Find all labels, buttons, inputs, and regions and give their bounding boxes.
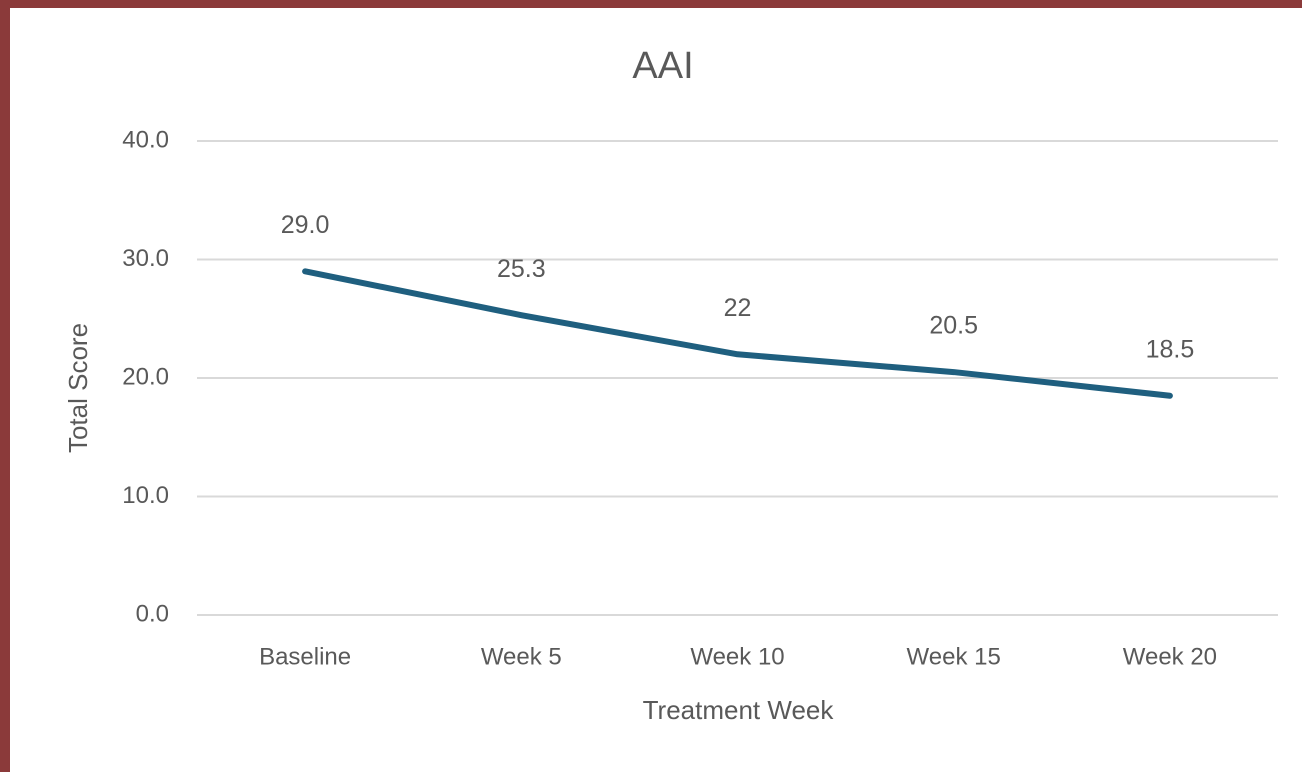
- data-label: 22: [724, 294, 752, 322]
- chart-title: AAI: [632, 45, 693, 87]
- x-tick-label: Week 20: [1123, 643, 1217, 670]
- x-tick-label: Baseline: [259, 643, 351, 670]
- data-label: 25.3: [497, 255, 546, 283]
- chart: AAI Treatment Week Total Score 0.0 10.0 20…: [10, 8, 1302, 772]
- data-label: 29.0: [281, 211, 330, 239]
- line: [302, 268, 1173, 399]
- y-tick-label: 30.0: [122, 245, 169, 272]
- x-tick-label: Week 5: [481, 643, 562, 670]
- data-label: 18.5: [1146, 335, 1195, 363]
- y-axis-label: Total Score: [63, 323, 93, 453]
- y-tick-label: 20.0: [122, 363, 169, 390]
- y-tick-label: 0.0: [136, 600, 169, 627]
- data-label: 20.5: [929, 312, 978, 340]
- y-tick-label: 10.0: [122, 482, 169, 509]
- x-axis-label: Treatment Week: [643, 695, 835, 725]
- x-tick-label: Week 15: [907, 643, 1001, 670]
- x-tick-label: Week 10: [690, 643, 784, 670]
- y-tick-label: 40.0: [122, 126, 169, 153]
